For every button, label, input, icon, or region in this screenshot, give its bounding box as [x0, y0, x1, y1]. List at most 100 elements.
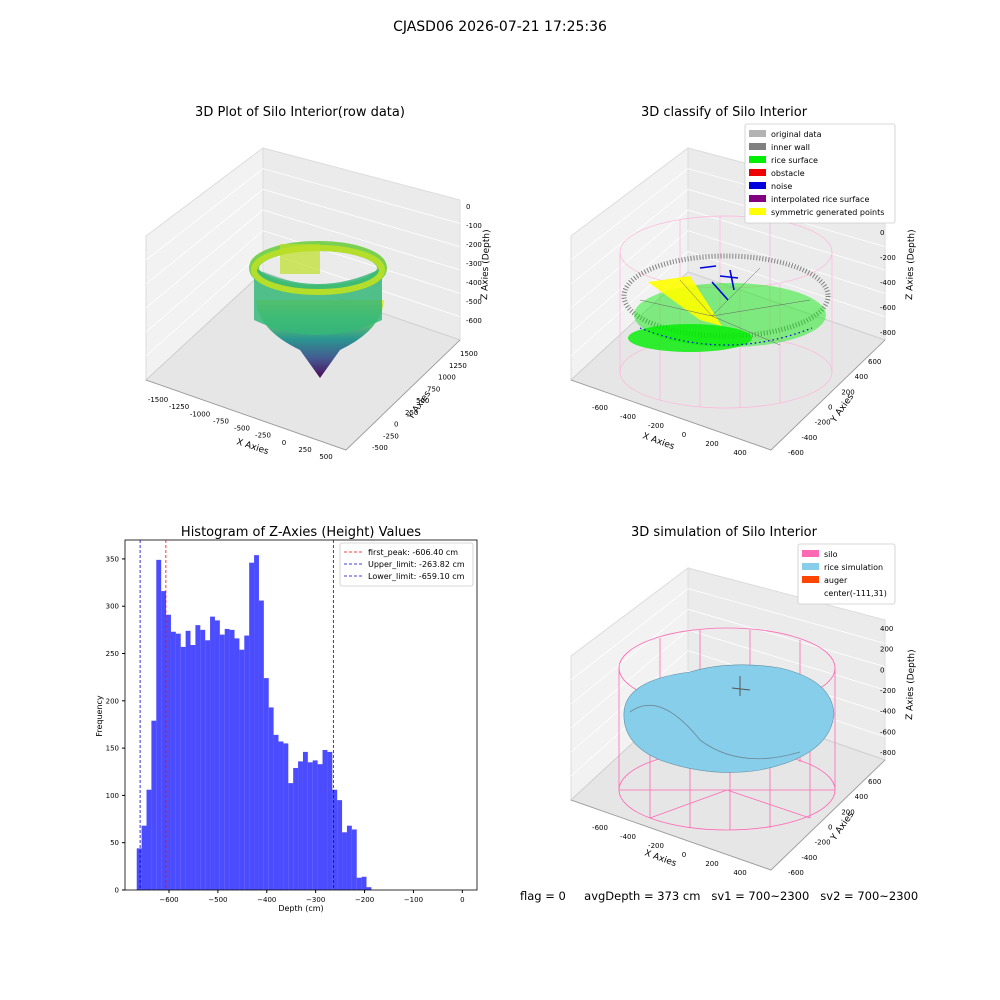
tick-label: 200 — [880, 646, 893, 654]
histogram-bar — [239, 649, 245, 890]
gridline — [570, 250, 886, 357]
histogram-bar — [278, 741, 284, 890]
classify-symmetric-points — [648, 276, 722, 326]
classify-inner-wall — [621, 253, 831, 339]
tick-label: 0 — [682, 431, 686, 439]
histogram-bar — [258, 600, 264, 890]
histogram-bar — [180, 646, 186, 890]
legend-label: symmetric generated points — [771, 208, 884, 217]
histogram-bar — [249, 562, 255, 890]
legend-label: Lower_limit: -659.10 cm — [368, 572, 465, 581]
histogram-bar — [146, 789, 152, 890]
tick-label: -200 — [880, 254, 896, 262]
legend-swatch — [749, 208, 766, 215]
tick-label: -1250 — [169, 403, 189, 411]
tick-label: -250 — [383, 432, 399, 440]
histogram-bar — [263, 678, 269, 890]
tick-label: -600 — [788, 449, 804, 457]
histogram-bar — [356, 877, 362, 890]
tick-label: -100 — [466, 222, 482, 230]
tick-label: 750 — [427, 385, 440, 393]
legend-swatch — [802, 550, 819, 557]
histogram-bar — [200, 629, 206, 890]
tick-label: -400 — [801, 434, 817, 442]
classify-zlabel: Z Axies (Depth) — [905, 229, 917, 300]
legend-swatch — [749, 182, 766, 189]
tick-label: -500 — [466, 298, 482, 306]
tick-label: 250 — [298, 446, 311, 454]
tick-label: -800 — [880, 329, 896, 337]
legend-label: inner wall — [771, 143, 810, 152]
tick-label: -600 — [880, 304, 896, 312]
tick-label: -400 — [801, 854, 817, 862]
simulation-auger — [731, 676, 751, 696]
simulation-zticks: 400 200 0 -200 -400 -600 -800 — [880, 625, 896, 757]
gridline — [145, 168, 461, 261]
histogram-bar — [254, 555, 259, 890]
figure-suptitle: CJASD06 2026-07-21 17:25:36 — [393, 19, 607, 35]
histogram-bar — [283, 743, 289, 890]
raw-ylabel: Y Axies — [406, 389, 434, 422]
histogram-bar — [151, 720, 157, 890]
classify-noise — [699, 265, 739, 301]
histogram-bar — [219, 634, 225, 890]
gridline — [570, 629, 886, 729]
classify-legend: original data inner wall rice surface obsta… — [744, 123, 896, 224]
tick-label: 0 — [828, 404, 832, 412]
tick-label: -400 — [620, 833, 636, 841]
panel-classify-axes-box — [570, 146, 886, 451]
legend-label: obstacle — [771, 169, 805, 178]
tick-label: 1250 — [449, 362, 467, 370]
histogram-bar — [185, 630, 191, 890]
tick-label: -600 — [592, 824, 608, 832]
histogram-bar — [136, 848, 142, 890]
tick-label: -400 — [466, 279, 482, 287]
histogram-legend — [339, 542, 474, 587]
tick-label: 400 — [855, 793, 868, 801]
gridline — [570, 230, 886, 333]
histogram-bar — [229, 629, 235, 890]
histogram-ylabel: Frequency — [95, 695, 104, 737]
raw-wall-patch — [280, 244, 320, 274]
legend-label: interpolated rice surface — [771, 195, 869, 204]
tick-label: 1500 — [460, 350, 478, 358]
y-tick-label: 300 — [106, 603, 119, 611]
panel-raw-title: 3D Plot of Silo Interior(row data) — [195, 105, 405, 120]
tick-label: 200 — [841, 388, 854, 396]
classify-ylabel: Y Axies — [829, 392, 857, 425]
histogram-bar — [156, 559, 162, 890]
histogram-bar — [317, 764, 323, 890]
simulation-xlabel: X Axies — [643, 848, 678, 869]
tick-label: -200 — [648, 422, 664, 430]
tick-label: -200 — [648, 842, 664, 850]
histogram-plot: −600 −500 −400 −300 −200 −100 0 0 50 100 150 200 250… — [106, 539, 478, 904]
legend-label: rice simulation — [824, 563, 883, 572]
y-tick-label: 100 — [106, 792, 119, 800]
panel-raw: 3D Plot of Silo Interior(row data) X Axi… — [145, 105, 492, 461]
axis-line — [145, 339, 461, 451]
simulation-legend: silo rice simulation auger center(-111,31) — [797, 543, 896, 605]
histogram-bar — [361, 876, 367, 890]
tick-label: -500 — [234, 425, 250, 433]
footer-flag: flag = 0 — [520, 889, 566, 903]
simulation-xticks: -600 -400 -200 0 200 400 — [592, 824, 747, 877]
panel-classify-title: 3D classify of Silo Interior — [641, 105, 808, 120]
histogram-bar — [342, 832, 347, 890]
raw-zticks: 0 -100 -200 -300 -400 -500 -600 — [466, 203, 482, 325]
histogram-bar — [195, 625, 201, 890]
tick-label: 400 — [733, 449, 746, 457]
histogram-bar — [337, 800, 343, 890]
raw-cylinder — [254, 268, 382, 335]
simulation-rice-shading — [629, 704, 801, 760]
legend-label: noise — [771, 182, 792, 191]
tick-label: 200 — [705, 860, 718, 868]
legend-label: center(-111,31) — [824, 589, 887, 598]
histogram-bar — [234, 638, 240, 890]
x-tick-label: 0 — [460, 896, 464, 904]
gridline — [570, 588, 886, 681]
panel-classify: 3D classify of Silo Interior X Axies Y A… — [570, 105, 917, 457]
classify-xlabel: X Axies — [641, 431, 676, 452]
tick-label: -600 — [880, 728, 896, 736]
